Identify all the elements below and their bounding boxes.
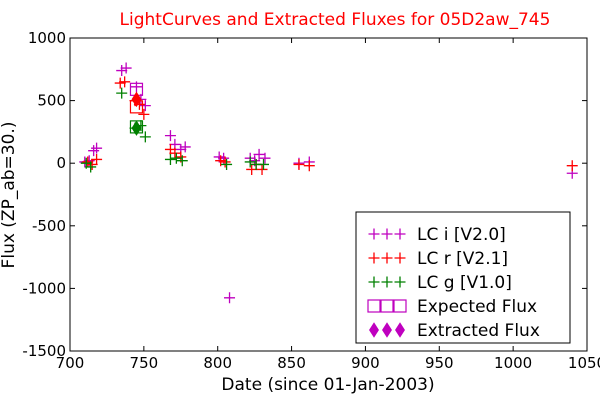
y-tick-label: -1500	[22, 342, 66, 360]
y-tick-label: 1000	[28, 29, 66, 47]
legend-lc-r-v2-1-label: LC r [V2.1]	[417, 249, 508, 269]
extracted-flux-marker	[131, 91, 142, 108]
legend-expected-flux-symbol	[380, 299, 394, 313]
lc-i-v2-0-point	[139, 100, 151, 112]
lc-r-v2-1-point	[114, 77, 126, 89]
lc-g-v1-0-point	[139, 131, 151, 143]
x-tick-label: 850	[277, 354, 306, 372]
legend-extracted-flux-symbol	[382, 322, 392, 338]
lc-r-v2-1-point	[82, 156, 94, 168]
y-tick-label: -1000	[22, 279, 66, 297]
chart-title: LightCurves and Extracted Fluxes for 05D…	[120, 10, 551, 30]
legend-lc-r-v2-1-symbol	[368, 252, 380, 264]
y-axis-label: Flux (ZP_ab=30.)	[0, 122, 19, 269]
legend-extracted-flux-label: Extracted Flux	[417, 321, 540, 341]
lc-r-v2-1-point	[566, 160, 578, 172]
lc-i-v2-0-point	[179, 141, 191, 153]
lc-i-v2-0-point	[116, 65, 128, 77]
legend-lc-r-v2-1-symbol	[394, 252, 406, 264]
lc-g-v1-0-point	[85, 161, 97, 173]
legend-lc-i-v2-0-symbol	[381, 228, 393, 240]
lc-r-v2-1-point	[256, 163, 268, 175]
lc-i-v2-0-point	[224, 292, 236, 304]
axis-ticks: 700 750 800 850 900 950 1000 1050 -1500 -1000 -500…	[22, 29, 600, 372]
legend-lc-i-v2-0-label: LC i [V2.0]	[417, 225, 506, 245]
legend: LC i [V2.0] LC r [V2.1] LC g [V1.0] Expecte…	[355, 211, 571, 344]
lc-r-v2-1-point	[246, 163, 258, 175]
lc-g-v1-0-point	[244, 156, 256, 168]
legend-extracted-flux-symbol	[369, 322, 379, 338]
lc-r-v2-1-point	[303, 160, 315, 172]
data-marks	[79, 62, 578, 304]
lc-g-v1-0-point	[221, 158, 233, 170]
lc-i-v2-0-point	[164, 130, 176, 142]
lc-i-v2-0-point	[91, 142, 103, 154]
x-tick-label: 950	[425, 354, 454, 372]
legend-expected-flux-label: Expected Flux	[417, 297, 537, 317]
x-axis-label: Date (since 01-Jan-2003)	[221, 375, 434, 395]
lc-i-v2-0-point	[120, 62, 132, 74]
x-tick-label: 750	[130, 354, 159, 372]
legend-lc-i-v2-0-symbol	[368, 228, 380, 240]
legend-lc-g-v1-0-symbol	[368, 276, 380, 288]
lc-r-v2-1-point	[138, 108, 150, 120]
lc-i-v2-0-point	[253, 148, 265, 160]
x-tick-label: 800	[203, 354, 232, 372]
lc-g-v1-0-point	[176, 155, 188, 167]
x-tick-label: 1050	[568, 354, 600, 372]
extracted-flux-marker	[131, 120, 142, 136]
legend-expected-flux-symbol	[393, 299, 407, 313]
lc-r-v2-1-point	[86, 158, 98, 170]
lc-i-v2-0-point	[88, 145, 100, 157]
plot-area-frame	[69, 37, 588, 352]
lc-g-v1-0-point	[116, 87, 128, 99]
legend-extracted-flux-symbol	[395, 322, 405, 338]
legend-lc-r-v2-1-symbol	[381, 252, 393, 264]
lc-r-v2-1-point	[169, 147, 181, 159]
y-tick-label: 500	[37, 92, 66, 110]
lc-g-v1-0-point	[258, 158, 270, 170]
legend-lc-g-v1-0-label: LC g [V1.0]	[417, 273, 512, 293]
x-tick-label: 700	[56, 354, 85, 372]
legend-lc-i-v2-0-symbol	[394, 228, 406, 240]
y-tick-label: -500	[32, 217, 66, 235]
lc-r-v2-1-point	[119, 76, 131, 88]
x-tick-label: 900	[351, 354, 380, 372]
lc-i-v2-0-point	[259, 152, 271, 164]
lc-r-v2-1-point	[293, 158, 305, 170]
y-tick-label: 0	[56, 154, 66, 172]
lc-r-v2-1-point	[219, 156, 231, 168]
lc-r-v2-1-point	[91, 153, 103, 165]
lc-g-v1-0-point	[170, 152, 182, 164]
lc-g-v1-0-point	[164, 153, 176, 165]
legend-lc-g-v1-0-symbol	[394, 276, 406, 288]
lc-r-v2-1-point	[215, 155, 227, 167]
legend-lc-g-v1-0-symbol	[381, 276, 393, 288]
x-tick-label: 1000	[494, 354, 532, 372]
legend-expected-flux-symbol	[367, 299, 381, 313]
